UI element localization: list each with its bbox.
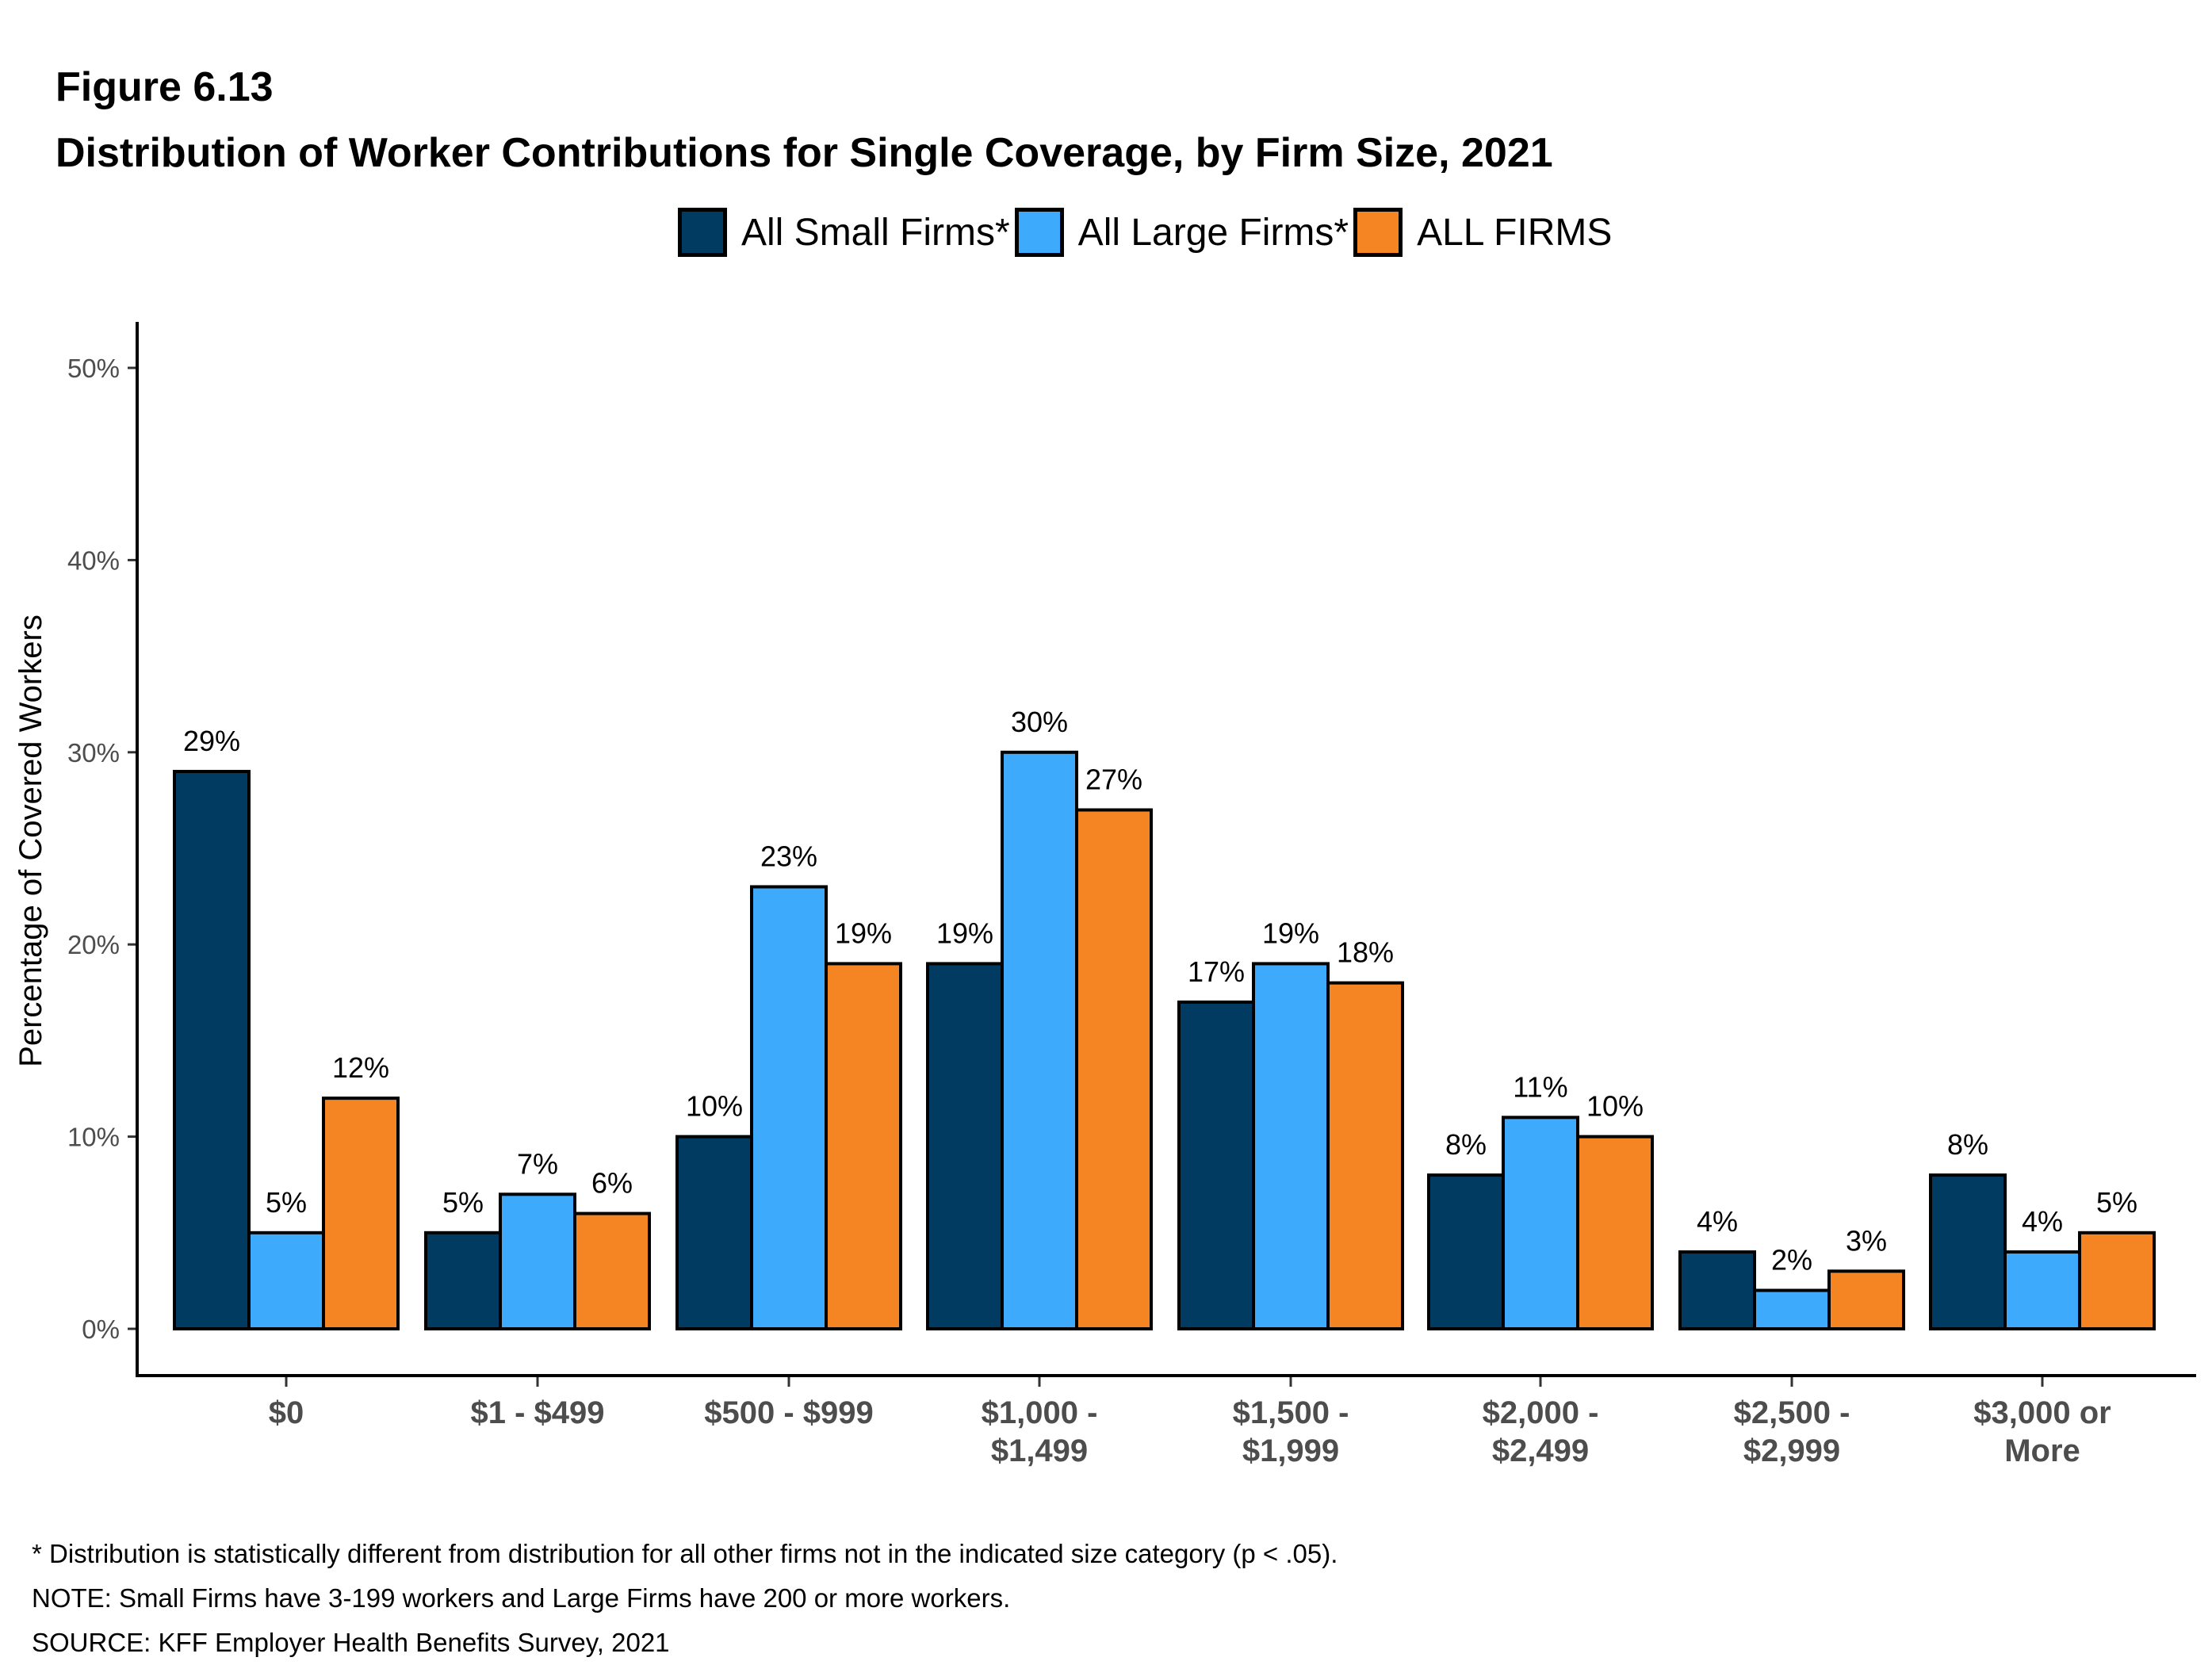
x-axis-ticks: $0 $1 - $499 $500 - $999 $1,000 -$1,499 $1,5… xyxy=(269,1376,2111,1468)
legend-label-large-firms: All Large Firms* xyxy=(1077,211,1349,254)
bar-value-label: 8% xyxy=(1445,1128,1487,1161)
x-tick-label-line: $0 xyxy=(269,1395,304,1430)
bar-value-label: 7% xyxy=(517,1147,558,1180)
legend-swatch-all-firms xyxy=(1353,208,1403,257)
bar-all-large-firms-2 xyxy=(750,885,828,1330)
bar-value-label: 12% xyxy=(332,1051,389,1084)
bar-all-small-firms-2 xyxy=(675,1135,753,1330)
bar-value-label: 17% xyxy=(1188,955,1245,988)
legend-label-all-firms: ALL FIRMS xyxy=(1417,211,1613,254)
bar-all-small-firms-7 xyxy=(1929,1173,2007,1330)
bar-all-firms-0 xyxy=(322,1097,400,1330)
x-tick-label-line: $2,499 xyxy=(1492,1433,1589,1468)
bar-all-firms-2 xyxy=(825,962,902,1330)
x-tick-label-line: $2,500 - xyxy=(1734,1395,1850,1430)
bar-all-large-firms-1 xyxy=(499,1192,576,1330)
bar-value-label: 19% xyxy=(835,917,892,949)
x-tick-label-line: $1,500 - xyxy=(1233,1395,1349,1430)
figure-number: Figure 6.13 xyxy=(55,64,274,110)
bar-value-label: 29% xyxy=(183,725,240,757)
bar-all-firms-7 xyxy=(2078,1231,2156,1331)
bar-value-label: 4% xyxy=(2022,1205,2063,1238)
bar-value-label: 10% xyxy=(686,1090,743,1123)
y-tick-label: 50% xyxy=(67,354,120,383)
x-tick-label-line: $2,999 xyxy=(1743,1433,1840,1468)
footnote-source: SOURCE: KFF Employer Health Benefits Sur… xyxy=(32,1628,670,1657)
legend-item-all-firms: ALL FIRMS xyxy=(1353,208,1612,257)
y-tick-label: 20% xyxy=(67,930,120,959)
footnotes: * Distribution is statistically differen… xyxy=(32,1532,1338,1665)
y-tick-label: 10% xyxy=(67,1123,120,1152)
bar-value-label: 5% xyxy=(266,1186,307,1219)
x-tick-label: $2,000 -$2,499 xyxy=(1483,1395,1599,1468)
bar-value-label: 6% xyxy=(591,1167,633,1200)
bar-all-large-firms-7 xyxy=(2003,1250,2081,1331)
x-tick-label: $1,000 -$1,499 xyxy=(982,1395,1098,1468)
y-tick-label: 30% xyxy=(67,738,120,767)
bar-value-label: 19% xyxy=(936,917,993,949)
x-tick-label: $2,500 -$2,999 xyxy=(1734,1395,1850,1468)
legend: All Small Firms* All Large Firms* ALL FI… xyxy=(678,208,1617,257)
bars xyxy=(173,750,2156,1331)
bar-all-firms-1 xyxy=(573,1211,651,1331)
bar-all-firms-5 xyxy=(1576,1135,1654,1330)
legend-label-small-firms: All Small Firms* xyxy=(741,211,1010,254)
bar-data-labels: 29% 5% 12% 5% 7% 6% 10% 23% 19% 19% 30% 27% 17% 19% 18… xyxy=(183,706,2137,1276)
x-tick-label: $1 - $499 xyxy=(470,1395,604,1430)
legend-item-large-firms: All Large Firms* xyxy=(1014,208,1349,257)
x-tick-label: $500 - $999 xyxy=(704,1395,874,1430)
bar-value-label: 23% xyxy=(760,840,817,872)
bar-all-small-firms-1 xyxy=(424,1231,502,1331)
bar-all-large-firms-3 xyxy=(1001,750,1078,1330)
legend-swatch-small-firms xyxy=(678,208,727,257)
bar-value-label: 3% xyxy=(1846,1224,1887,1257)
legend-item-small-firms: All Small Firms* xyxy=(678,208,1010,257)
bar-all-firms-6 xyxy=(1827,1269,1905,1331)
chart-title: Distribution of Worker Contributions for… xyxy=(55,130,1553,176)
x-tick-label: $0 xyxy=(269,1395,304,1430)
y-tick-label: 0% xyxy=(82,1315,120,1344)
bar-value-label: 5% xyxy=(2096,1186,2137,1219)
bar-all-large-firms-4 xyxy=(1252,962,1330,1330)
x-tick-label-line: $500 - $999 xyxy=(704,1395,874,1430)
bar-all-large-firms-5 xyxy=(1502,1116,1579,1330)
bar-all-firms-4 xyxy=(1326,981,1404,1331)
x-tick-label-line: $1 - $499 xyxy=(470,1395,604,1430)
bar-value-label: 11% xyxy=(1513,1070,1567,1103)
x-tick-label: $3,000 or More xyxy=(1973,1395,2111,1468)
y-tick-label: 40% xyxy=(67,545,120,575)
bar-value-label: 2% xyxy=(1771,1244,1812,1276)
bar-value-label: 18% xyxy=(1337,936,1394,969)
x-tick-label-line: $2,000 - xyxy=(1483,1395,1599,1430)
x-tick-label: $1,500 -$1,999 xyxy=(1233,1395,1349,1468)
footnote-significance: * Distribution is statistically differen… xyxy=(32,1539,1338,1568)
bar-value-label: 30% xyxy=(1011,706,1068,738)
footnote-note: NOTE: Small Firms have 3-199 workers and… xyxy=(32,1583,1011,1613)
bar-value-label: 4% xyxy=(1697,1205,1738,1238)
bar-value-label: 8% xyxy=(1947,1128,1988,1161)
bar-all-small-firms-6 xyxy=(1678,1250,1756,1331)
bar-value-label: 19% xyxy=(1262,917,1319,949)
bar-all-small-firms-5 xyxy=(1427,1173,1505,1330)
y-axis-label: Percentage of Covered Workers xyxy=(13,614,48,1067)
bar-all-small-firms-3 xyxy=(926,962,1004,1330)
bar-value-label: 10% xyxy=(1586,1090,1644,1123)
y-axis-ticks: 0% 10% 20% 30% 40% 50% xyxy=(67,354,137,1344)
x-tick-label-line: $1,499 xyxy=(991,1433,1088,1468)
bar-value-label: 5% xyxy=(442,1186,484,1219)
x-tick-label-line: $1,000 - xyxy=(982,1395,1098,1430)
x-tick-label-line: $3,000 or xyxy=(1973,1395,2111,1430)
bar-all-small-firms-0 xyxy=(173,770,251,1330)
bar-all-small-firms-4 xyxy=(1177,1000,1255,1331)
x-tick-label-line: More xyxy=(2004,1433,2080,1468)
bar-all-large-firms-6 xyxy=(1753,1288,1831,1331)
bar-value-label: 27% xyxy=(1085,764,1142,796)
bar-all-firms-3 xyxy=(1075,808,1153,1330)
bar-all-large-firms-0 xyxy=(247,1231,325,1331)
legend-swatch-large-firms xyxy=(1014,208,1064,257)
x-tick-label-line: $1,999 xyxy=(1242,1433,1339,1468)
